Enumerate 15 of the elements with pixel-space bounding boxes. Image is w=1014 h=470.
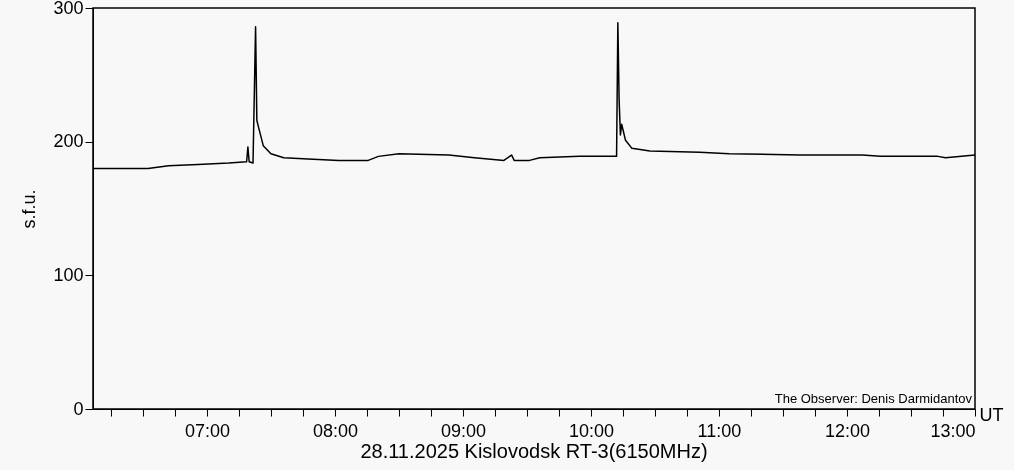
x-tick-label: 09:00 bbox=[440, 420, 486, 441]
y-tick-label: 0 bbox=[73, 398, 84, 419]
x-tick-label: 13:00 bbox=[930, 420, 976, 441]
annotation: The Observer: Denis Darmidantov bbox=[774, 391, 973, 406]
x-tick-label: 10:00 bbox=[568, 420, 614, 441]
y-axis-title: s.f.u. bbox=[19, 189, 40, 229]
y-tick-label: 100 bbox=[53, 264, 84, 285]
y-tick-label: 300 bbox=[53, 0, 84, 18]
text: 28.11.2025 Kislovodsk RT-3(6150MHz) bbox=[360, 440, 708, 462]
y-tick-label: 200 bbox=[53, 131, 84, 152]
x-tick-label: 08:00 bbox=[312, 420, 358, 441]
x-tick-label: 11:00 bbox=[697, 420, 742, 441]
x-axis-title: UT bbox=[979, 404, 1004, 425]
x-tick-label: 07:00 bbox=[184, 420, 230, 441]
x-tick-label: 12:00 bbox=[824, 420, 871, 441]
